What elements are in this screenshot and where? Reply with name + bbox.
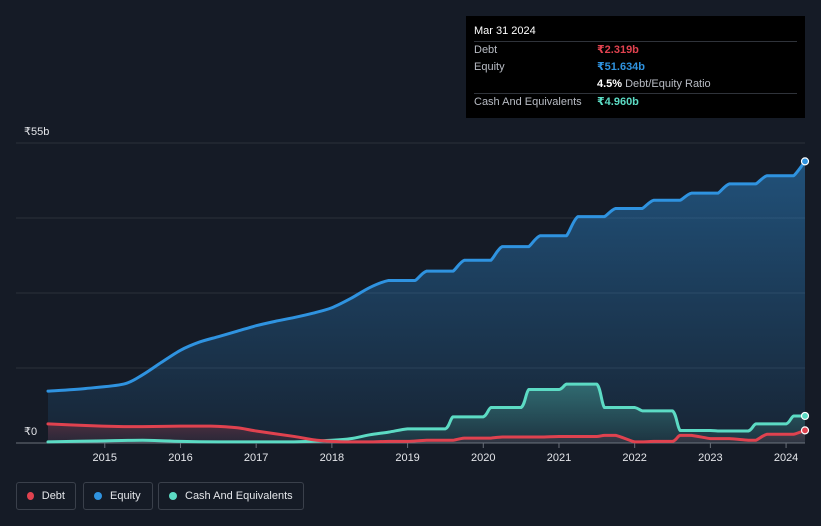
x-tick-label: 2019 <box>395 452 419 464</box>
series-lines <box>46 159 807 444</box>
tooltip-cash-value: ₹4.960b <box>597 96 639 108</box>
y-axis-min-label: ₹0 <box>24 426 37 438</box>
x-tick-label: 2022 <box>622 452 646 464</box>
tooltip-debt-row: Debt ₹2.319b <box>474 41 797 59</box>
y-axis-max-label: ₹55b <box>24 126 49 138</box>
x-axis-ticks: 2015 2016 2017 2018 2019 2020 2021 2022 2023 2024 <box>93 443 798 464</box>
legend-cash-label: Cash And Equivalents <box>185 490 293 502</box>
equity-area <box>48 161 805 444</box>
x-tick-label: 2015 <box>93 452 117 464</box>
equity-end-marker[interactable] <box>800 157 810 166</box>
tooltip-cash-row: Cash And Equivalents ₹4.960b <box>474 93 797 111</box>
debt-end-marker[interactable] <box>800 426 810 435</box>
debt-dot-icon <box>27 492 34 500</box>
debt-line <box>46 422 807 444</box>
tooltip-equity-row: Equity ₹51.634b <box>474 59 797 76</box>
tooltip-date: Mar 31 2024 <box>474 25 536 37</box>
x-tick-label: 2024 <box>774 452 798 464</box>
cash-end-marker[interactable] <box>800 411 810 421</box>
cash-area <box>48 384 805 443</box>
legend-debt-label: Debt <box>41 490 65 502</box>
x-tick-label: 2021 <box>547 452 571 464</box>
tooltip-debt-label: Debt <box>474 44 498 56</box>
series-areas <box>48 161 805 444</box>
legend-cash[interactable]: Cash And Equivalents <box>158 482 304 510</box>
legend-equity-label: Equity <box>110 490 141 502</box>
tooltip-ratio-label: Debt/Equity Ratio <box>625 78 711 90</box>
tooltip: Mar 31 2024 Debt ₹2.319b Equity ₹51.634b… <box>466 16 805 118</box>
equity-dot-icon <box>94 492 102 500</box>
x-tick-label: 2018 <box>320 452 344 464</box>
tooltip-debt-value: ₹2.319b <box>597 44 639 56</box>
x-tick-label: 2017 <box>244 452 268 464</box>
tooltip-ratio-row: 4.5% Debt/Equity Ratio <box>474 76 797 93</box>
tooltip-cash-label: Cash And Equivalents <box>474 96 582 108</box>
legend-debt[interactable]: Debt <box>16 482 76 510</box>
x-tick-label: 2016 <box>168 452 192 464</box>
series-end-markers <box>800 157 810 435</box>
x-tick-label: 2020 <box>471 452 495 464</box>
tooltip-equity-value: ₹51.634b <box>597 61 646 73</box>
tooltip-equity-label: Equity <box>474 61 505 73</box>
cash-dot-icon <box>169 492 177 500</box>
x-tick-label: 2023 <box>698 452 722 464</box>
legend-equity[interactable]: Equity <box>83 482 153 510</box>
equity-line <box>46 159 807 393</box>
axes: ₹55b ₹0 <box>24 126 49 438</box>
tooltip-ratio-value: 4.5% <box>597 78 623 90</box>
